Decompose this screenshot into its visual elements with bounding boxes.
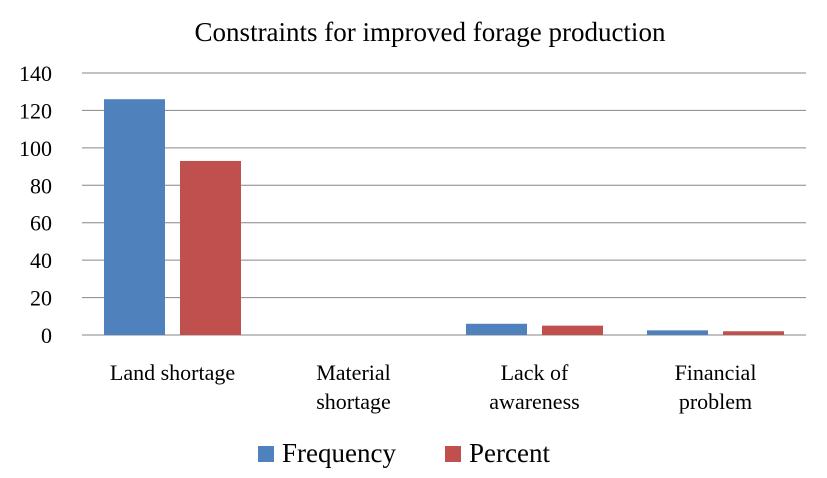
y-tick-label: 140 bbox=[19, 61, 52, 86]
x-category-label: Lack of awareness bbox=[489, 360, 579, 414]
legend: Frequency Percent bbox=[258, 438, 550, 468]
legend-swatch-percent bbox=[445, 446, 461, 462]
x-category-label-line: problem bbox=[679, 389, 752, 414]
legend-label-frequency: Frequency bbox=[282, 438, 396, 468]
bar-percent-0 bbox=[180, 160, 241, 335]
y-tick-label: 20 bbox=[30, 286, 52, 311]
y-tick-label: 0 bbox=[41, 323, 52, 348]
y-tick-label: 100 bbox=[19, 136, 52, 161]
bar-frequency-0 bbox=[104, 99, 165, 335]
y-tick-label: 120 bbox=[19, 98, 52, 123]
x-category-label: Material shortage bbox=[316, 360, 391, 414]
y-tick-label: 60 bbox=[30, 211, 52, 236]
x-category-label-line: awareness bbox=[489, 389, 579, 414]
bars bbox=[104, 99, 784, 335]
x-category-label-line: Material bbox=[316, 360, 391, 385]
y-tick-label: 40 bbox=[30, 248, 52, 273]
x-category-label: Financial problem bbox=[675, 360, 757, 414]
x-axis-category-labels: Land shortage Material shortage Lack of awar… bbox=[110, 360, 757, 414]
x-category-label-line: shortage bbox=[316, 389, 391, 414]
bar-frequency-3 bbox=[647, 330, 708, 335]
x-category-label-line: Land shortage bbox=[110, 360, 235, 385]
bar-frequency-2 bbox=[466, 323, 527, 335]
chart-title: Constraints for improved forage producti… bbox=[195, 17, 666, 47]
legend-swatch-frequency bbox=[258, 446, 274, 462]
y-tick-label: 80 bbox=[30, 173, 52, 198]
y-axis-tick-labels: 0 20 40 60 80 100 120 140 bbox=[19, 61, 52, 348]
x-category-label-line: Lack of bbox=[501, 360, 569, 385]
bar-percent-3 bbox=[723, 331, 784, 335]
bar-percent-2 bbox=[542, 325, 603, 335]
x-category-label-line: Financial bbox=[675, 360, 757, 385]
x-category-label: Land shortage bbox=[110, 360, 235, 385]
legend-label-percent: Percent bbox=[469, 438, 550, 468]
